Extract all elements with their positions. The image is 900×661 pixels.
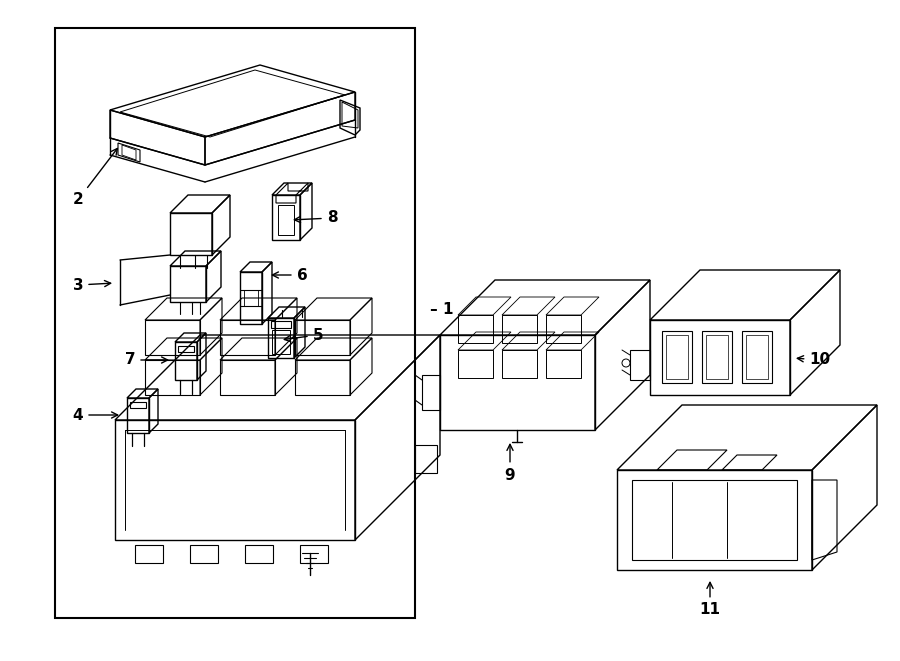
Text: 5: 5 (284, 327, 323, 342)
Bar (415, 445, 437, 473)
Text: 3: 3 (73, 278, 111, 293)
Text: 4: 4 (73, 407, 118, 422)
Text: 2: 2 (73, 149, 117, 208)
Text: 9: 9 (505, 444, 516, 483)
Bar (190, 545, 218, 563)
Bar (245, 545, 273, 563)
Text: – 1: – 1 (430, 303, 454, 317)
Bar (55, 28, 415, 618)
Text: 8: 8 (294, 210, 338, 225)
Bar (300, 545, 328, 563)
Bar (135, 545, 163, 563)
Text: 7: 7 (125, 352, 167, 368)
Text: 6: 6 (273, 268, 308, 282)
Text: 10: 10 (797, 352, 831, 368)
Text: 11: 11 (699, 582, 721, 617)
